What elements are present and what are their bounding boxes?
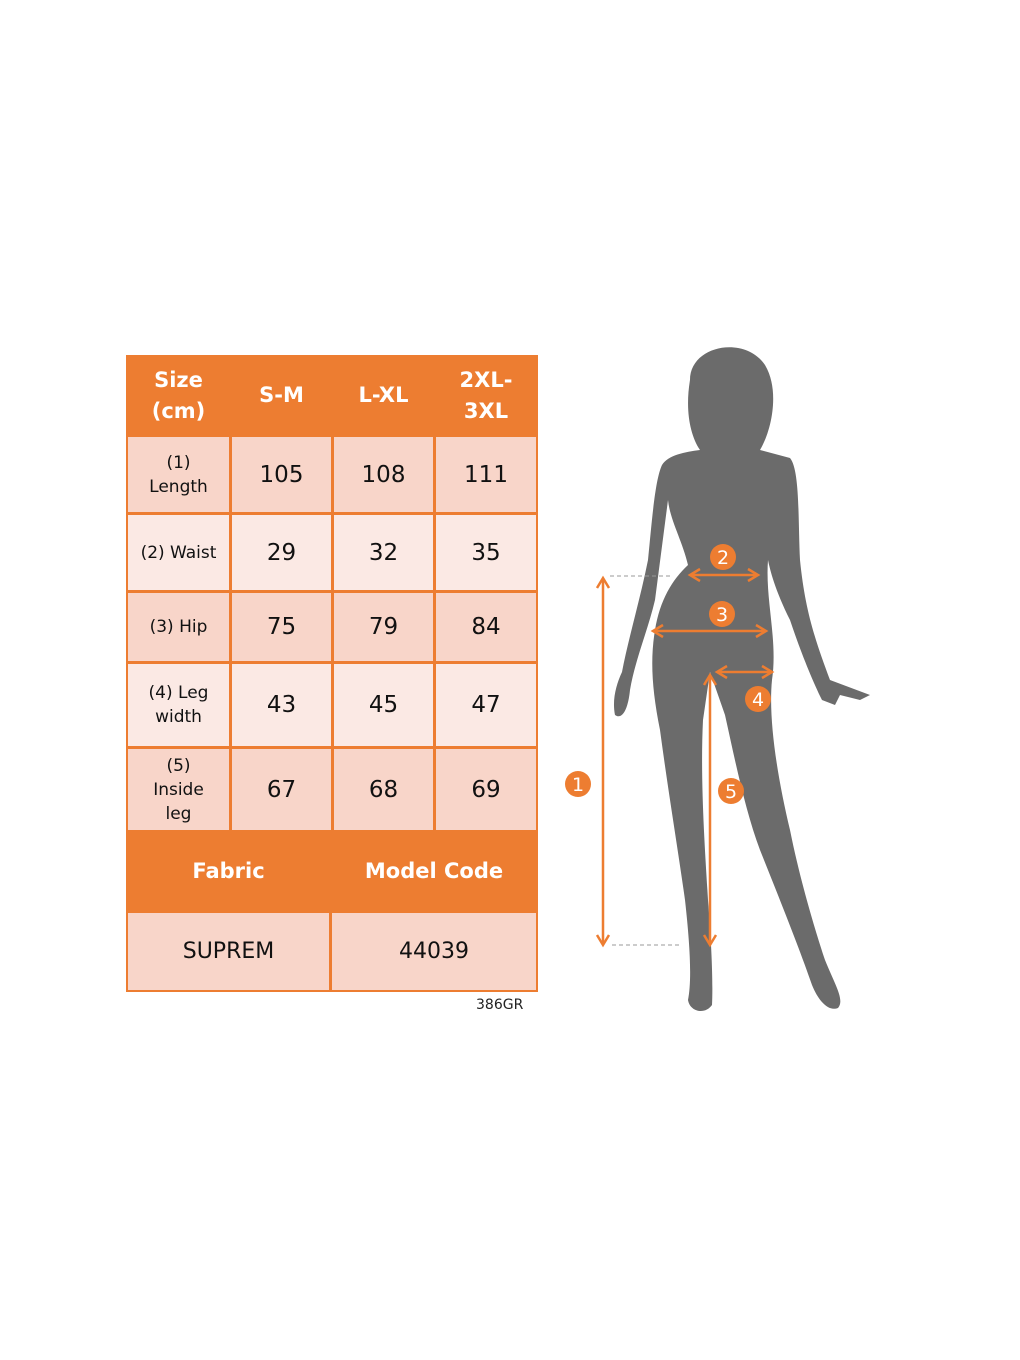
fabric-header: Fabric xyxy=(128,833,332,913)
measurement-label: (4) Leg width xyxy=(128,664,232,749)
size-chart-table: Size (cm) S-M L-XL 2XL- 3XL (1) Length 10… xyxy=(126,355,538,992)
measurement-label: (5) Inside leg xyxy=(128,749,232,833)
measurement-arrows xyxy=(595,567,775,948)
measurement-value: 79 xyxy=(334,593,436,664)
table-row: (5) Inside leg 67 68 69 xyxy=(128,749,536,833)
measurement-value: 108 xyxy=(334,437,436,515)
product-code: 386GR xyxy=(476,997,524,1013)
table-row: (4) Leg width 43 45 47 xyxy=(128,664,536,749)
measurement-value: 75 xyxy=(232,593,334,664)
measurement-value: 45 xyxy=(334,664,436,749)
marker-circle xyxy=(710,544,736,570)
marker-circle xyxy=(745,686,771,712)
measurement-label: (1) Length xyxy=(128,437,232,515)
table-row: (2) Waist 29 32 35 xyxy=(128,515,536,593)
measurement-value: 29 xyxy=(232,515,334,593)
marker-number: 3 xyxy=(716,604,728,626)
measurement-value: 43 xyxy=(232,664,334,749)
measurement-label: (2) Waist xyxy=(128,515,232,593)
measurement-value: 111 xyxy=(436,437,536,515)
measurement-label: (3) Hip xyxy=(128,593,232,664)
measurement-value: 32 xyxy=(334,515,436,593)
measurement-value: 105 xyxy=(232,437,334,515)
measurement-value: 67 xyxy=(232,749,334,833)
fabric-header-row: Fabric Model Code xyxy=(128,833,536,913)
measurement-value: 68 xyxy=(334,749,436,833)
header-s-m: S-M xyxy=(232,357,334,437)
table-row: (1) Length 105 108 111 xyxy=(128,437,536,515)
marker-number: 5 xyxy=(725,781,737,803)
measurement-value: 47 xyxy=(436,664,536,749)
header-2xl-3xl: 2XL- 3XL xyxy=(436,357,536,437)
measurement-value: 84 xyxy=(436,593,536,664)
table-row: (3) Hip 75 79 84 xyxy=(128,593,536,664)
header-size: Size (cm) xyxy=(128,357,232,437)
marker-number: 1 xyxy=(572,774,584,796)
model-code-header: Model Code xyxy=(332,833,536,913)
fabric-value: SUPREM xyxy=(128,913,332,990)
table-header-row: Size (cm) S-M L-XL 2XL- 3XL xyxy=(128,357,536,437)
measurement-value: 69 xyxy=(436,749,536,833)
marker-number: 4 xyxy=(752,689,764,711)
marker-circle xyxy=(565,771,591,797)
header-l-xl: L-XL xyxy=(334,357,436,437)
measurement-value: 35 xyxy=(436,515,536,593)
model-code-value: 44039 xyxy=(332,913,536,990)
fabric-value-row: SUPREM 44039 xyxy=(128,913,536,990)
marker-circle xyxy=(709,601,735,627)
silhouette xyxy=(613,347,870,1012)
marker-circle xyxy=(718,778,744,804)
marker-number: 2 xyxy=(717,547,729,569)
